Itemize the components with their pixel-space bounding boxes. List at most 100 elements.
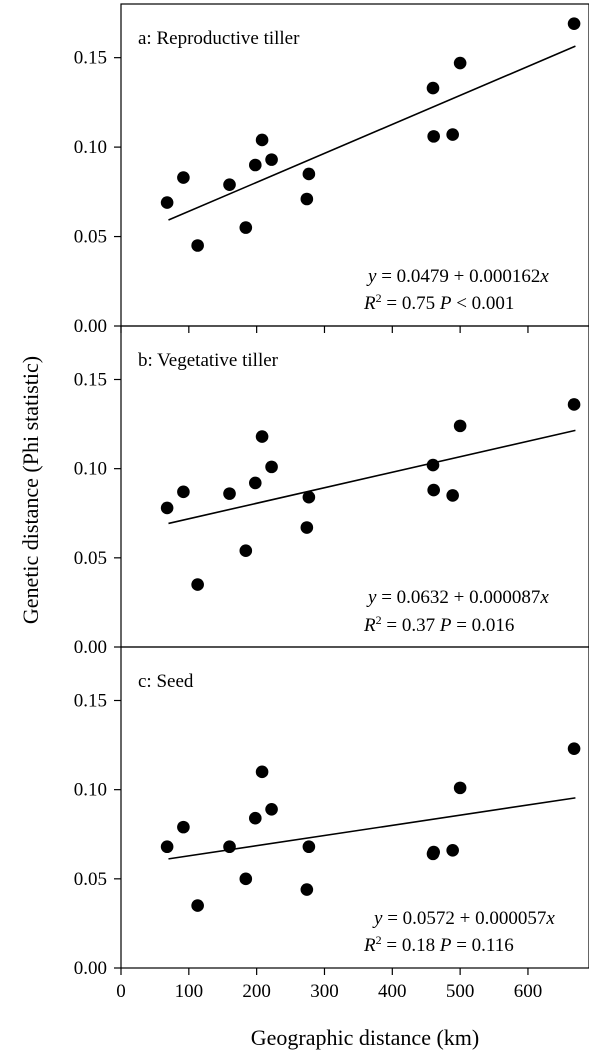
data-point bbox=[427, 483, 440, 497]
data-point bbox=[223, 840, 236, 854]
regression-line bbox=[168, 797, 576, 860]
panel-title: b: Vegetative tiller bbox=[138, 350, 279, 371]
data-point bbox=[248, 158, 262, 172]
data-point bbox=[302, 840, 316, 854]
eq-p-value: = 0.016 bbox=[451, 615, 514, 636]
x-tick-label: 100 bbox=[175, 981, 204, 1002]
plot-frame bbox=[120, 646, 589, 969]
eq-coefficients: = 0.0479 + 0.000162 bbox=[376, 266, 540, 287]
data-point bbox=[223, 178, 236, 191]
regression-equation: y = 0.0632 + 0.000087x bbox=[366, 587, 549, 608]
data-point bbox=[300, 521, 314, 534]
eq-x-symbol: x bbox=[539, 266, 549, 287]
regression-line bbox=[168, 429, 576, 525]
data-point bbox=[265, 460, 278, 474]
x-axis-title: Geographic distance (km) bbox=[251, 1025, 479, 1050]
data-point bbox=[427, 130, 440, 143]
data-point bbox=[248, 811, 262, 825]
panel-b: 0.00 0.05 0.10 0.15 b: Vegetative tiller y = … bbox=[74, 325, 589, 658]
data-point bbox=[446, 489, 459, 502]
x-tick-label: 200 bbox=[242, 981, 271, 1002]
eq-p-symbol: P bbox=[439, 293, 452, 314]
y-tick-label: 0.05 bbox=[74, 548, 107, 569]
data-point bbox=[239, 221, 253, 234]
data-point bbox=[191, 899, 204, 912]
data-point bbox=[177, 171, 190, 184]
data-point bbox=[446, 844, 459, 857]
eq-p-value: < 0.001 bbox=[451, 293, 514, 314]
data-point bbox=[160, 501, 174, 515]
data-point bbox=[426, 458, 440, 472]
y-tick-label: 0.15 bbox=[74, 691, 107, 712]
y-tick-label: 0.10 bbox=[74, 780, 107, 801]
data-point bbox=[426, 81, 440, 95]
eq-r-superscript: 2 bbox=[376, 613, 382, 627]
eq-y-symbol: y bbox=[366, 266, 377, 287]
panel-title: c: Seed bbox=[138, 671, 194, 692]
eq-r-symbol: R bbox=[363, 935, 376, 956]
panel-a: 0.00 0.05 0.10 0.15 a: Reproductive tiller y … bbox=[74, 3, 589, 337]
data-point bbox=[265, 802, 278, 816]
regression-stats: R2 = 0.18 P = 0.116 bbox=[363, 933, 514, 956]
data-point bbox=[191, 578, 204, 591]
y-tick-label: 0.10 bbox=[74, 137, 107, 158]
data-point bbox=[255, 430, 269, 443]
eq-r-value: = 0.18 bbox=[382, 935, 440, 956]
panel-c: 0.00 0.05 0.10 0.15 0 100 200 300 400 500 600 c: Se… bbox=[74, 646, 589, 1002]
data-point bbox=[239, 544, 253, 557]
data-point bbox=[302, 490, 316, 504]
x-tick-label: 600 bbox=[514, 981, 543, 1002]
data-point bbox=[453, 419, 467, 433]
data-point bbox=[427, 845, 440, 859]
eq-coefficients: = 0.0632 + 0.000087 bbox=[376, 587, 540, 608]
y-axis-title: Genetic distance (Phi statistic) bbox=[18, 356, 43, 624]
data-point bbox=[567, 17, 581, 30]
regression-stats: R2 = 0.37 P = 0.016 bbox=[363, 613, 514, 636]
regression-equation: y = 0.0572 + 0.000057x bbox=[372, 908, 555, 929]
y-tick-label: 0.05 bbox=[74, 869, 107, 890]
y-tick-label: 0.00 bbox=[74, 958, 107, 979]
data-point bbox=[567, 398, 581, 411]
y-tick-label: 0.00 bbox=[74, 637, 107, 658]
data-point bbox=[255, 133, 269, 147]
eq-p-symbol: P bbox=[439, 615, 452, 636]
eq-r-value: = 0.75 bbox=[382, 293, 440, 314]
x-tick-label: 400 bbox=[378, 981, 407, 1002]
eq-p-symbol: P bbox=[439, 935, 452, 956]
data-point bbox=[567, 742, 581, 755]
data-point bbox=[453, 781, 467, 795]
panel-title: a: Reproductive tiller bbox=[138, 28, 300, 49]
data-point bbox=[177, 820, 190, 834]
data-point bbox=[160, 196, 174, 209]
eq-y-symbol: y bbox=[366, 587, 377, 608]
x-tick-label: 500 bbox=[446, 981, 475, 1002]
eq-r-superscript: 2 bbox=[376, 291, 382, 305]
data-point bbox=[302, 167, 316, 181]
eq-p-value: = 0.116 bbox=[451, 935, 513, 956]
eq-x-symbol: x bbox=[545, 908, 555, 929]
data-point bbox=[255, 765, 269, 779]
eq-r-symbol: R bbox=[363, 615, 376, 636]
y-tick-label: 0.15 bbox=[74, 48, 107, 69]
y-tick-label: 0.15 bbox=[74, 370, 107, 391]
regression-stats: R2 = 0.75 P < 0.001 bbox=[363, 291, 514, 314]
data-point bbox=[160, 840, 174, 854]
data-point bbox=[191, 239, 204, 252]
data-point bbox=[177, 485, 190, 499]
eq-r-superscript: 2 bbox=[376, 933, 382, 947]
data-point bbox=[446, 128, 459, 141]
x-tick-label: 0 bbox=[116, 981, 126, 1002]
data-point bbox=[239, 872, 253, 886]
y-tick-label: 0.10 bbox=[74, 459, 107, 480]
eq-r-symbol: R bbox=[363, 293, 376, 314]
y-tick-label: 0.05 bbox=[74, 227, 107, 248]
data-point bbox=[223, 487, 236, 500]
regression-line bbox=[168, 45, 576, 221]
regression-equation: y = 0.0479 + 0.000162x bbox=[366, 266, 549, 287]
eq-y-symbol: y bbox=[372, 908, 383, 929]
data-point bbox=[300, 883, 314, 896]
data-point bbox=[300, 192, 314, 206]
x-tick-label: 300 bbox=[310, 981, 339, 1002]
data-point bbox=[248, 476, 262, 490]
